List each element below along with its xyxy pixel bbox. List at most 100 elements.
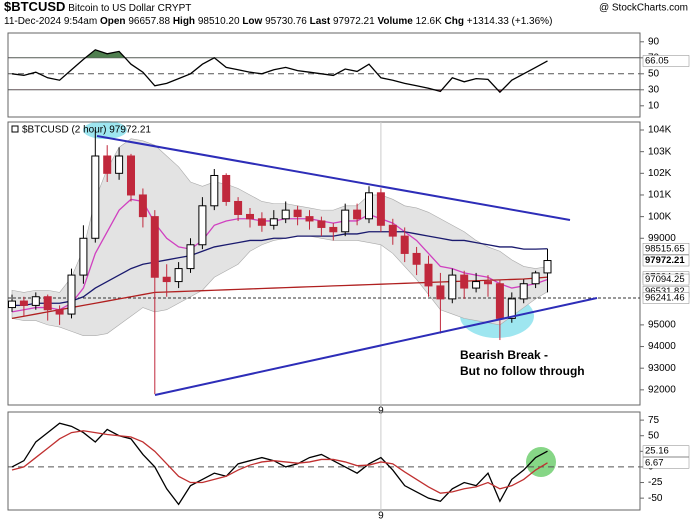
candle-body <box>281 209 290 220</box>
label-icon <box>11 125 19 133</box>
plots: 103050709066.059200093000940009500099000… <box>7 32 690 522</box>
candle-body <box>127 155 135 196</box>
annotation: But no follow through <box>460 364 585 378</box>
candle-body <box>400 235 409 254</box>
name: Bitcoin to US Dollar <box>68 3 155 14</box>
y-tick-label: 50 <box>648 430 660 441</box>
candle-body <box>269 218 278 226</box>
candle-body <box>150 216 159 278</box>
y-tick-label: 100K <box>648 211 672 222</box>
value-label: 96531.82 <box>645 286 685 297</box>
candle-body <box>31 296 40 306</box>
y-tick-label: -25 <box>648 477 663 488</box>
candle-body <box>472 281 481 289</box>
candle-body <box>257 218 266 226</box>
candle-body <box>162 276 171 283</box>
y-tick-label: 10 <box>648 100 660 111</box>
candle-body <box>222 174 231 202</box>
source: @ StockCharts.com <box>599 3 688 14</box>
date: 11-Dec-2024 9:54am <box>4 16 97 27</box>
threshold-area <box>85 49 126 58</box>
candle-body <box>531 272 540 285</box>
value-label: 66.05 <box>645 55 669 66</box>
candle-body <box>448 274 457 300</box>
y-tick-label: 92000 <box>648 384 676 395</box>
panel-frame <box>7 121 641 406</box>
candle-body <box>329 226 338 233</box>
candle-body <box>507 298 516 319</box>
y-tick-label: 93000 <box>648 363 676 374</box>
candle-body <box>436 285 445 300</box>
volume: 12.6K <box>416 16 442 27</box>
y-tick-label: 94000 <box>648 341 676 352</box>
label: High <box>173 16 195 27</box>
candle-body <box>317 220 326 228</box>
candle-body <box>55 309 64 315</box>
panel-label-text: $BTCUSD (2 hour) 97972.21 <box>22 125 151 136</box>
candle-body <box>138 194 147 218</box>
candle-body <box>210 174 219 207</box>
candle-body <box>519 283 528 300</box>
value-label: 96241.46 <box>645 293 685 304</box>
value-label-box <box>642 273 690 286</box>
candle-body <box>543 260 552 274</box>
candle-body <box>305 216 314 222</box>
y-tick-label: 75 <box>648 415 660 426</box>
trend-line <box>96 135 571 221</box>
line <box>12 231 548 307</box>
candle-body <box>341 209 350 233</box>
candle-body <box>67 274 76 315</box>
label: Open <box>100 16 126 27</box>
label: Chg <box>445 16 464 27</box>
y-tick-label: -50 <box>648 493 663 504</box>
y-tick-label: 50 <box>648 68 660 79</box>
candle-body <box>186 244 195 270</box>
trend-line <box>154 297 598 396</box>
y-tick-label: 104K <box>648 125 672 136</box>
candle-body <box>115 155 124 174</box>
candle-body <box>388 224 397 237</box>
y-tick-label: 30 <box>648 84 660 95</box>
candle-body <box>79 237 88 276</box>
y-tick-label: 90 <box>648 36 660 47</box>
y-tick-label: 101K <box>648 190 672 201</box>
y-tick-label: 99000 <box>648 233 676 244</box>
open: 96657.88 <box>128 16 170 27</box>
panel-frame <box>7 411 641 511</box>
header-line: $BTCUSD Bitcoin to US Dollar CRYPT <box>4 0 191 14</box>
line <box>11 430 548 494</box>
candle-body <box>234 200 243 215</box>
value-label: 6.67 <box>645 457 664 468</box>
symbol: $BTCUSD <box>4 0 65 14</box>
highlight <box>83 121 127 139</box>
candle-body <box>293 209 302 218</box>
candle-body <box>412 252 421 265</box>
candle-body <box>424 263 433 287</box>
x-tick-label: 9 <box>378 511 384 522</box>
value-label: 97972.21 <box>645 255 685 266</box>
x-tick-label: 9 <box>378 406 384 417</box>
last: 97972.21 <box>333 16 375 27</box>
line <box>11 198 548 313</box>
candle-body <box>484 281 492 285</box>
candle-body <box>174 268 183 283</box>
label: Low <box>242 16 262 27</box>
line <box>11 49 548 94</box>
candle-body <box>246 213 254 220</box>
value-label: 25.16 <box>645 446 669 457</box>
candle-body <box>198 205 207 246</box>
exchange: CRYPT <box>158 3 192 14</box>
value-label-box <box>642 457 690 469</box>
highlight <box>526 447 556 477</box>
label: Volume <box>377 16 413 27</box>
candle-body <box>91 155 100 239</box>
candle-body <box>376 192 385 226</box>
value-label-box <box>642 55 690 67</box>
candle-body <box>19 300 28 306</box>
candle-body <box>460 274 469 289</box>
y-tick-label: 102K <box>648 168 672 179</box>
y-tick-label: 103K <box>648 146 672 157</box>
candle-body <box>8 300 16 309</box>
